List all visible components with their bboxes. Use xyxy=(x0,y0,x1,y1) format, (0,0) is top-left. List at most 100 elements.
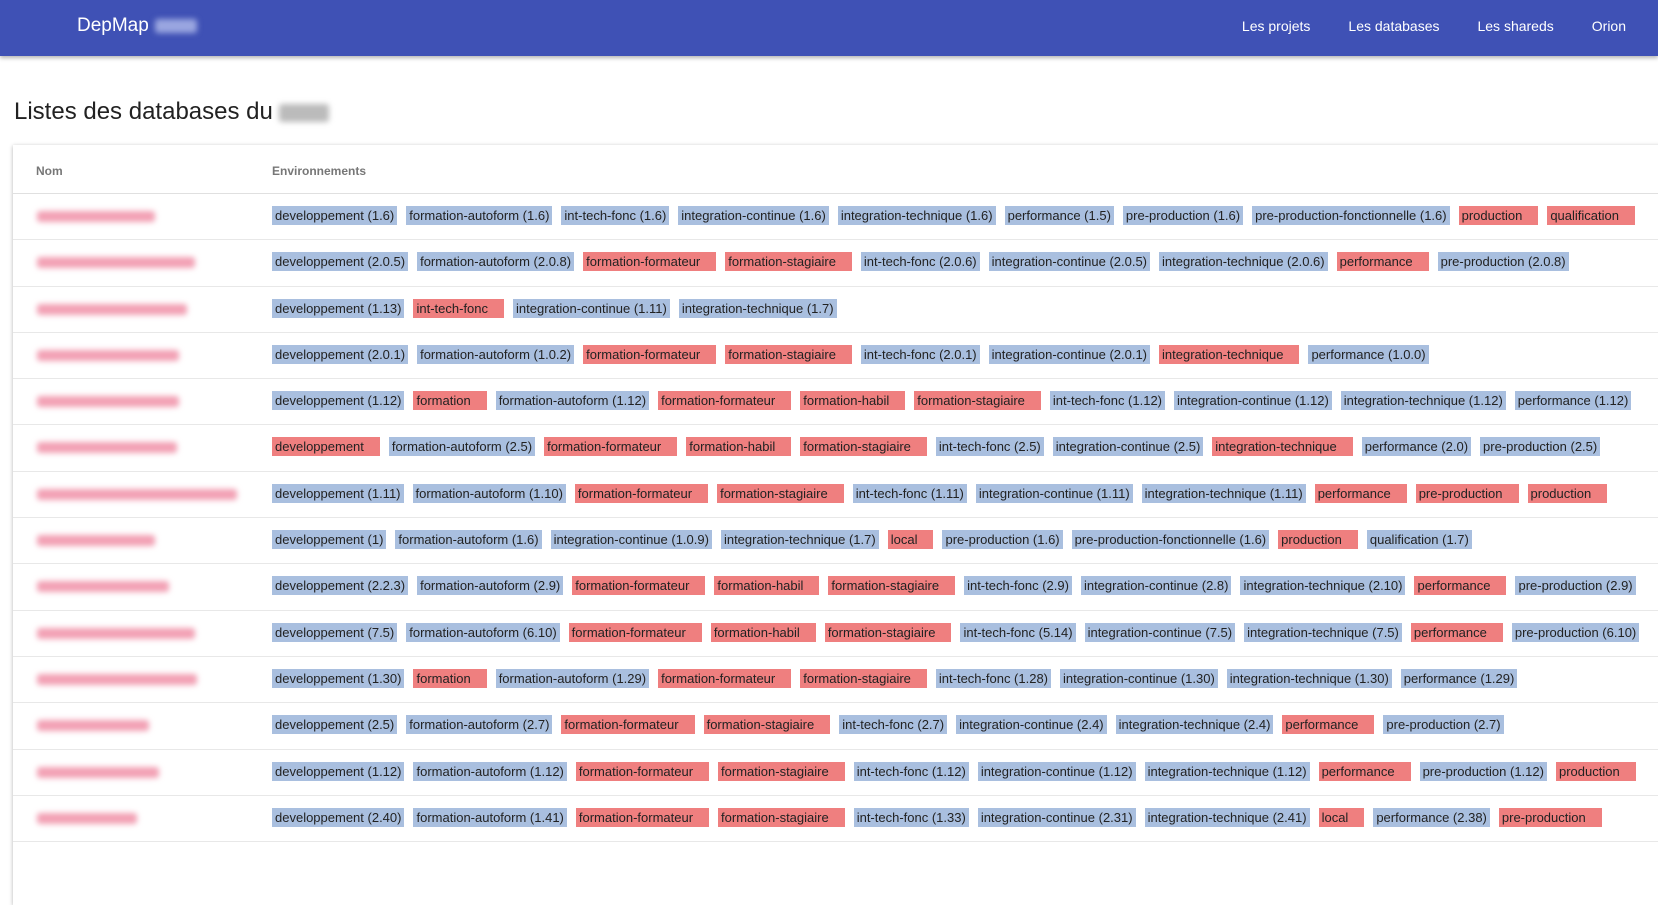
tag-list: developpement (2.0.1) formation-autoform … xyxy=(272,344,1438,364)
environment-tag: production xyxy=(1458,206,1539,225)
environment-tag: local xyxy=(887,530,934,550)
blurred-text xyxy=(278,103,329,122)
environment-tag: formation-autoform (1.41) xyxy=(413,807,567,827)
page-title: Listes des databases du xyxy=(14,98,329,126)
environment-tag: performance xyxy=(1282,715,1375,735)
environment-tag: integration-technique (1.11) xyxy=(1141,483,1306,503)
nav-link[interactable]: Orion xyxy=(1591,18,1626,34)
environment-tag: developpement (2.5) xyxy=(272,715,398,735)
environment-tag: performance xyxy=(1414,576,1507,596)
environment-tag: formation-autoform (1.29) xyxy=(495,668,650,688)
blurred-name-link[interactable] xyxy=(37,535,155,547)
table-row: developpement (2.5) formation-autoform (2… xyxy=(13,703,1658,750)
environment-tag: integration-continue (1.12) xyxy=(977,761,1136,781)
column-header: Environnements xyxy=(272,164,367,178)
environment-tag: performance (1.5) xyxy=(1004,206,1114,225)
table-row: developpement (1.13) int-tech-fonc integra… xyxy=(13,287,1658,333)
blurred-name-link[interactable] xyxy=(37,488,237,500)
environment-tag: integration-technique (1.6) xyxy=(837,206,996,225)
nav-link[interactable]: Les projets xyxy=(1241,18,1311,34)
environment-tag: integration-technique (2.10) xyxy=(1240,576,1406,596)
environment-tag: pre-production (1.6) xyxy=(1122,206,1244,225)
blurred-name-link[interactable] xyxy=(37,812,137,824)
blurred-name-link[interactable] xyxy=(37,627,195,639)
environment-tag: pre-production (2.9) xyxy=(1515,576,1636,596)
environment-tag: formation-formateur xyxy=(658,668,792,688)
brand-text: DepMap xyxy=(77,15,149,36)
blurred-name-link[interactable] xyxy=(37,349,179,361)
environment-tag: pre-production (2.5) xyxy=(1480,437,1601,457)
environment-tag: developpement (2.0.5) xyxy=(272,252,409,272)
environment-tag: formation-autoform (2.7) xyxy=(406,715,553,735)
environment-tag: formation xyxy=(413,668,487,688)
nav: Les projets Les databases Les shareds Or… xyxy=(1204,18,1626,34)
environment-tag: formation xyxy=(413,391,487,411)
environment-tag: formation-formateur xyxy=(544,437,678,457)
blurred-name-link[interactable] xyxy=(37,720,149,732)
blurred-name-link[interactable] xyxy=(37,396,179,408)
environment-tag: int-tech-fonc (1.12) xyxy=(853,761,969,781)
environment-tag: int-tech-fonc (5.14) xyxy=(960,622,1076,642)
environment-tag: integration-continue (2.8) xyxy=(1080,576,1232,596)
environment-tag: int-tech-fonc (2.0.1) xyxy=(860,344,980,364)
environment-tag: integration-continue (1.11) xyxy=(975,483,1133,503)
tag-list: developpement (1.11) formation-autoform (… xyxy=(272,483,1616,503)
brand[interactable]: DepMap xyxy=(77,15,197,37)
nav-link[interactable]: Les shareds xyxy=(1477,18,1554,34)
table-header: Nom Environnements xyxy=(13,145,1658,194)
environment-tag: performance xyxy=(1318,761,1411,781)
table-row: developpement (7.5) formation-autoform (6… xyxy=(13,611,1658,657)
environment-tag: integration-continue (2.4) xyxy=(956,715,1107,735)
environment-tag: int-tech-fonc (1.11) xyxy=(852,483,967,503)
tag-list: developpement (2.2.3) formation-autoform … xyxy=(272,576,1645,596)
blurred-text xyxy=(154,18,197,33)
environment-tag: integration-continue (7.5) xyxy=(1084,622,1236,642)
blurred-name-link[interactable] xyxy=(37,673,197,685)
environment-tag: formation-stagiaire xyxy=(703,715,831,735)
environment-tag: integration-technique xyxy=(1212,437,1353,457)
environment-tag: performance xyxy=(1336,252,1429,272)
environment-tag: formation-stagiaire xyxy=(828,576,956,596)
environment-tag: performance (1.12) xyxy=(1514,391,1632,411)
environment-tag: performance xyxy=(1410,622,1503,642)
environment-tag: performance xyxy=(1314,483,1407,503)
environment-tag: performance (1.0.0) xyxy=(1308,344,1429,364)
table-row: developpement (1.12) formation formation-a… xyxy=(13,379,1658,426)
environment-tag: formation-formateur xyxy=(568,622,702,642)
tag-list: developpement formation-autoform (2.5) for… xyxy=(272,437,1609,457)
environment-tag: integration-continue (2.31) xyxy=(977,807,1136,827)
blurred-name-link[interactable] xyxy=(37,257,195,269)
tag-list: developpement (2.5) formation-autoform (2… xyxy=(272,715,1513,735)
environment-tag: formation-formateur xyxy=(575,807,710,827)
environment-tag: developpement (1) xyxy=(272,530,387,550)
environment-tag: integration-technique (1.30) xyxy=(1226,668,1392,688)
environment-tag: formation-stagiaire xyxy=(800,437,927,457)
blurred-name-link[interactable] xyxy=(37,581,169,593)
tag-list: developpement (7.5) formation-autoform (6… xyxy=(272,622,1648,642)
environment-tag: formation-autoform (1.10) xyxy=(412,483,566,503)
environment-tag: local xyxy=(1318,807,1365,827)
blurred-name-link[interactable] xyxy=(37,303,187,315)
environment-tag: qualification xyxy=(1547,206,1635,225)
environment-tag: formation-formateur xyxy=(561,715,695,735)
environment-tag: formation-autoform (2.9) xyxy=(417,576,564,596)
environment-tag: developpement (2.40) xyxy=(272,807,405,827)
nav-link[interactable]: Les databases xyxy=(1348,18,1440,34)
tag-list: developpement (1) formation-autoform (1.6… xyxy=(272,530,1481,550)
environment-tag: pre-production (6.10) xyxy=(1511,622,1640,642)
environment-tag: int-tech-fonc (1.6) xyxy=(561,206,670,225)
environment-tag: formation-formateur xyxy=(575,761,710,781)
environment-tag: developpement (1.6) xyxy=(272,206,398,225)
blurred-name-link[interactable] xyxy=(37,442,177,454)
blurred-name-link[interactable] xyxy=(37,211,155,222)
environment-tag: formation-stagiaire xyxy=(800,668,927,688)
environment-tag: developpement (1.12) xyxy=(272,391,405,411)
environment-tag: pre-production xyxy=(1498,807,1602,827)
environment-tag: developpement (1.11) xyxy=(272,483,404,503)
table-row: developpement (2.40) formation-autoform (… xyxy=(13,796,1658,843)
environment-tag: production xyxy=(1527,483,1608,503)
environment-tag: int-tech-fonc xyxy=(413,298,505,318)
environment-tag: formation-formateur xyxy=(658,391,792,411)
environment-tag: integration-technique (2.0.6) xyxy=(1159,252,1328,272)
blurred-name-link[interactable] xyxy=(37,766,159,778)
